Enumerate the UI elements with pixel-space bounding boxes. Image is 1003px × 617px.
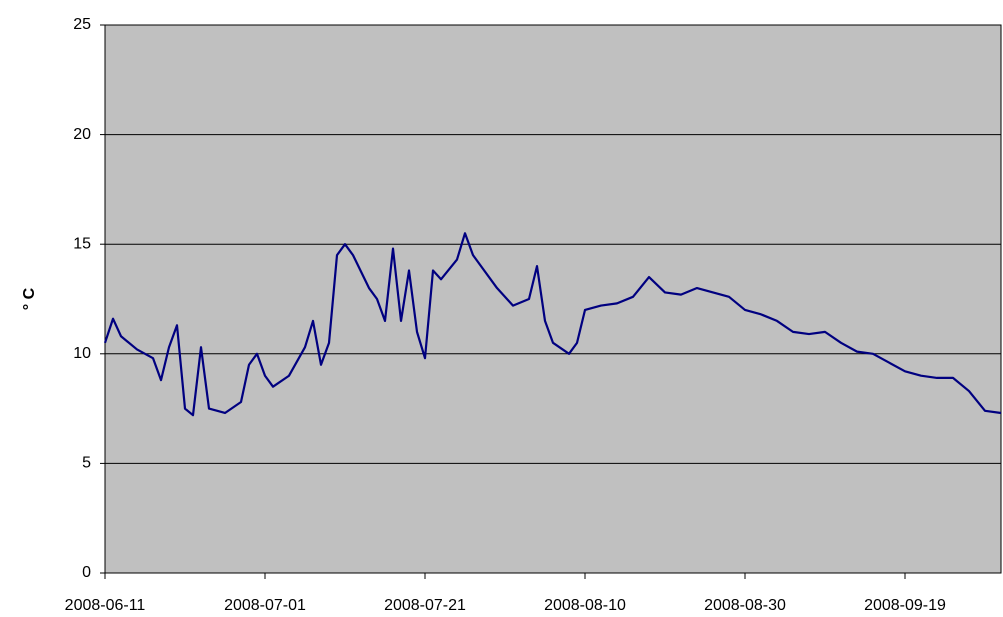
x-tick-label: 2008-08-10 bbox=[544, 597, 626, 614]
y-tick-label: 20 bbox=[73, 126, 91, 143]
data-line bbox=[103, 232, 1002, 417]
x-tick-label: 2008-09-19 bbox=[864, 597, 946, 614]
x-tick-label: 2008-06-11 bbox=[65, 597, 146, 614]
y-tick-label: 0 bbox=[82, 564, 91, 581]
y-tick-label: 15 bbox=[73, 235, 91, 252]
y-axis-label: ° C bbox=[21, 287, 38, 310]
x-tick-label: 2008-07-21 bbox=[384, 597, 466, 614]
x-tick-label: 2008-08-30 bbox=[704, 597, 786, 614]
y-tick-label: 10 bbox=[73, 345, 91, 362]
y-tick-label: 5 bbox=[82, 455, 91, 472]
x-tick-label: 2008-07-01 bbox=[224, 597, 306, 614]
plot-area bbox=[104, 24, 1002, 574]
y-tick-label: 25 bbox=[73, 16, 91, 33]
